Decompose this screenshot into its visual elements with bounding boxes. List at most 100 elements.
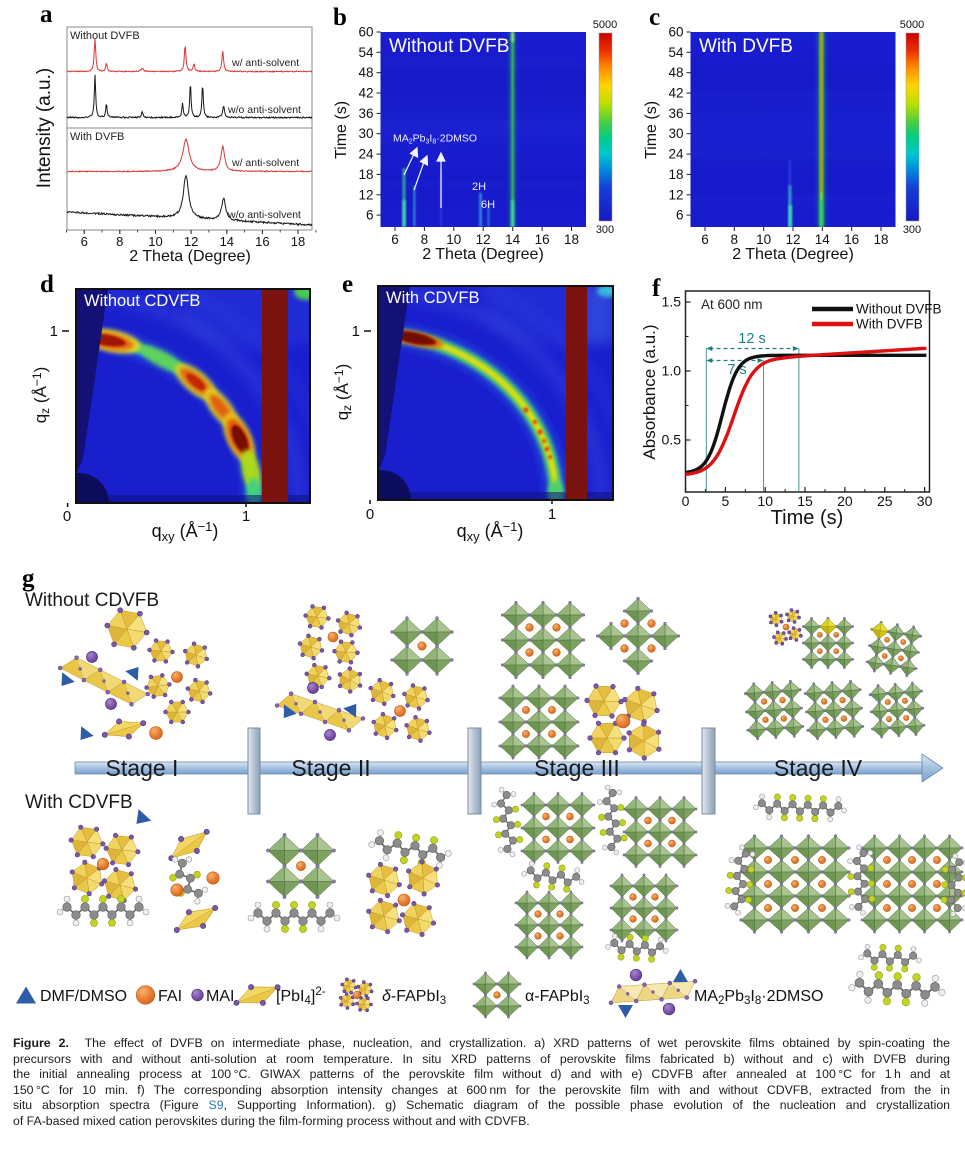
svg-text:2H: 2H — [472, 181, 486, 193]
svg-text:Without DVFB: Without DVFB — [389, 36, 509, 57]
svg-text:6: 6 — [701, 232, 709, 247]
svg-text:Absorbance (a.u.): Absorbance (a.u.) — [640, 324, 659, 459]
svg-text:42: 42 — [358, 86, 373, 101]
svg-text:Without DVFB: Without DVFB — [70, 30, 140, 42]
svg-text:Time (s): Time (s) — [643, 101, 660, 159]
svg-text:Stage III: Stage III — [534, 755, 620, 781]
svg-text:Stage II: Stage II — [291, 755, 370, 781]
svg-text:With CDVFB: With CDVFB — [386, 289, 480, 307]
svg-text:2 Theta (Degree): 2 Theta (Degree) — [129, 248, 251, 265]
svg-text:0: 0 — [682, 493, 690, 509]
svg-text:18: 18 — [873, 232, 888, 247]
svg-text:14: 14 — [815, 232, 831, 247]
svg-text:With CDVFB: With CDVFB — [25, 792, 133, 813]
svg-text:qz (Å−1): qz (Å−1) — [332, 364, 354, 421]
svg-text:w/o anti-solvent: w/o anti-solvent — [227, 104, 301, 116]
svg-text:With DVFB: With DVFB — [70, 131, 124, 143]
svg-text:24: 24 — [668, 147, 684, 162]
svg-text:6H: 6H — [481, 199, 495, 211]
svg-text:Without CDVFB: Without CDVFB — [84, 292, 200, 310]
svg-text:FAI: FAI — [158, 988, 182, 1005]
svg-text:25: 25 — [877, 493, 893, 509]
svg-text:Intensity (a.u.): Intensity (a.u.) — [34, 68, 55, 188]
svg-text:10: 10 — [757, 493, 773, 509]
svg-text:54: 54 — [358, 45, 374, 60]
svg-text:1: 1 — [50, 323, 58, 340]
svg-text:60: 60 — [358, 25, 373, 40]
svg-text:w/ anti-solvent: w/ anti-solvent — [231, 157, 299, 169]
svg-text:5: 5 — [722, 493, 730, 509]
svg-text:α-FAPbI3: α-FAPbI3 — [525, 988, 590, 1007]
svg-text:0.5: 0.5 — [662, 432, 682, 448]
svg-text:54: 54 — [668, 45, 684, 60]
svg-text:6: 6 — [366, 208, 374, 223]
svg-text:5000: 5000 — [593, 19, 617, 31]
svg-text:5000: 5000 — [900, 19, 924, 31]
svg-text:d: d — [40, 271, 54, 298]
svg-text:δ-FAPbI3: δ-FAPbI3 — [382, 988, 446, 1007]
svg-text:300: 300 — [596, 224, 614, 236]
svg-text:1: 1 — [548, 506, 556, 523]
svg-text:16: 16 — [844, 232, 859, 247]
svg-text:Stage I: Stage I — [106, 755, 179, 781]
svg-text:w/ anti-solvent: w/ anti-solvent — [231, 57, 299, 69]
svg-text:[PbI4]2-: [PbI4]2- — [276, 986, 326, 1007]
svg-text:Without CDVFB: Without CDVFB — [25, 590, 159, 611]
svg-text:24: 24 — [358, 147, 374, 162]
svg-text:10: 10 — [148, 234, 162, 249]
svg-text:c: c — [649, 4, 660, 31]
svg-text:Time (s): Time (s) — [333, 101, 350, 159]
svg-text:0: 0 — [63, 508, 71, 525]
svg-text:MA2Pb3I8·2DMSO: MA2Pb3I8·2DMSO — [393, 133, 477, 146]
svg-text:18: 18 — [668, 167, 683, 182]
svg-text:20: 20 — [837, 493, 853, 509]
svg-text:48: 48 — [668, 65, 683, 80]
svg-text:8: 8 — [731, 232, 739, 247]
svg-text:2 Theta (Degree): 2 Theta (Degree) — [732, 246, 854, 263]
svg-text:e: e — [342, 271, 353, 298]
svg-text:1.0: 1.0 — [662, 363, 682, 379]
svg-text:12: 12 — [358, 187, 373, 202]
svg-text:1.5: 1.5 — [662, 294, 682, 310]
svg-text:18: 18 — [291, 234, 305, 249]
svg-text:12 s: 12 s — [738, 331, 765, 347]
svg-text:Time (s): Time (s) — [771, 507, 844, 529]
svg-text:12: 12 — [785, 232, 800, 247]
svg-text:36: 36 — [358, 106, 373, 121]
svg-text:12: 12 — [476, 232, 491, 247]
svg-text:6: 6 — [81, 234, 88, 249]
svg-text:60: 60 — [668, 25, 683, 40]
svg-text:10: 10 — [446, 232, 461, 247]
svg-text:16: 16 — [535, 232, 550, 247]
svg-text:MA2Pb3I8·2DMSO: MA2Pb3I8·2DMSO — [694, 988, 823, 1007]
svg-text:2 Theta (Degree): 2 Theta (Degree) — [422, 246, 544, 263]
svg-text:a: a — [40, 1, 53, 28]
svg-text:f: f — [652, 275, 661, 302]
svg-text:DMF/DMSO: DMF/DMSO — [40, 988, 127, 1005]
svg-text:With DVFB: With DVFB — [699, 36, 793, 57]
svg-text:With DVFB: With DVFB — [856, 317, 923, 332]
svg-text:12: 12 — [668, 187, 683, 202]
svg-text:18: 18 — [564, 232, 579, 247]
svg-text:300: 300 — [903, 224, 921, 236]
svg-text:1: 1 — [242, 508, 250, 525]
svg-text:14: 14 — [220, 234, 234, 249]
svg-text:16: 16 — [255, 234, 269, 249]
svg-text:1: 1 — [352, 323, 360, 340]
svg-text:36: 36 — [668, 106, 683, 121]
svg-text:42: 42 — [668, 86, 683, 101]
svg-text:14: 14 — [505, 232, 521, 247]
svg-text:Stage IV: Stage IV — [774, 755, 863, 781]
svg-text:30: 30 — [358, 126, 373, 141]
svg-text:48: 48 — [358, 65, 373, 80]
svg-text:18: 18 — [358, 167, 373, 182]
svg-text:12: 12 — [184, 234, 198, 249]
svg-text:w/o anti-solvent: w/o anti-solvent — [227, 209, 301, 221]
svg-text:qz (Å−1): qz (Å−1) — [30, 367, 52, 424]
svg-text:10: 10 — [756, 232, 771, 247]
svg-text:b: b — [333, 4, 347, 31]
svg-text:MAI: MAI — [206, 988, 234, 1005]
svg-text:8: 8 — [116, 234, 123, 249]
svg-text:Without DVFB: Without DVFB — [856, 302, 942, 317]
svg-text:0: 0 — [366, 506, 374, 523]
